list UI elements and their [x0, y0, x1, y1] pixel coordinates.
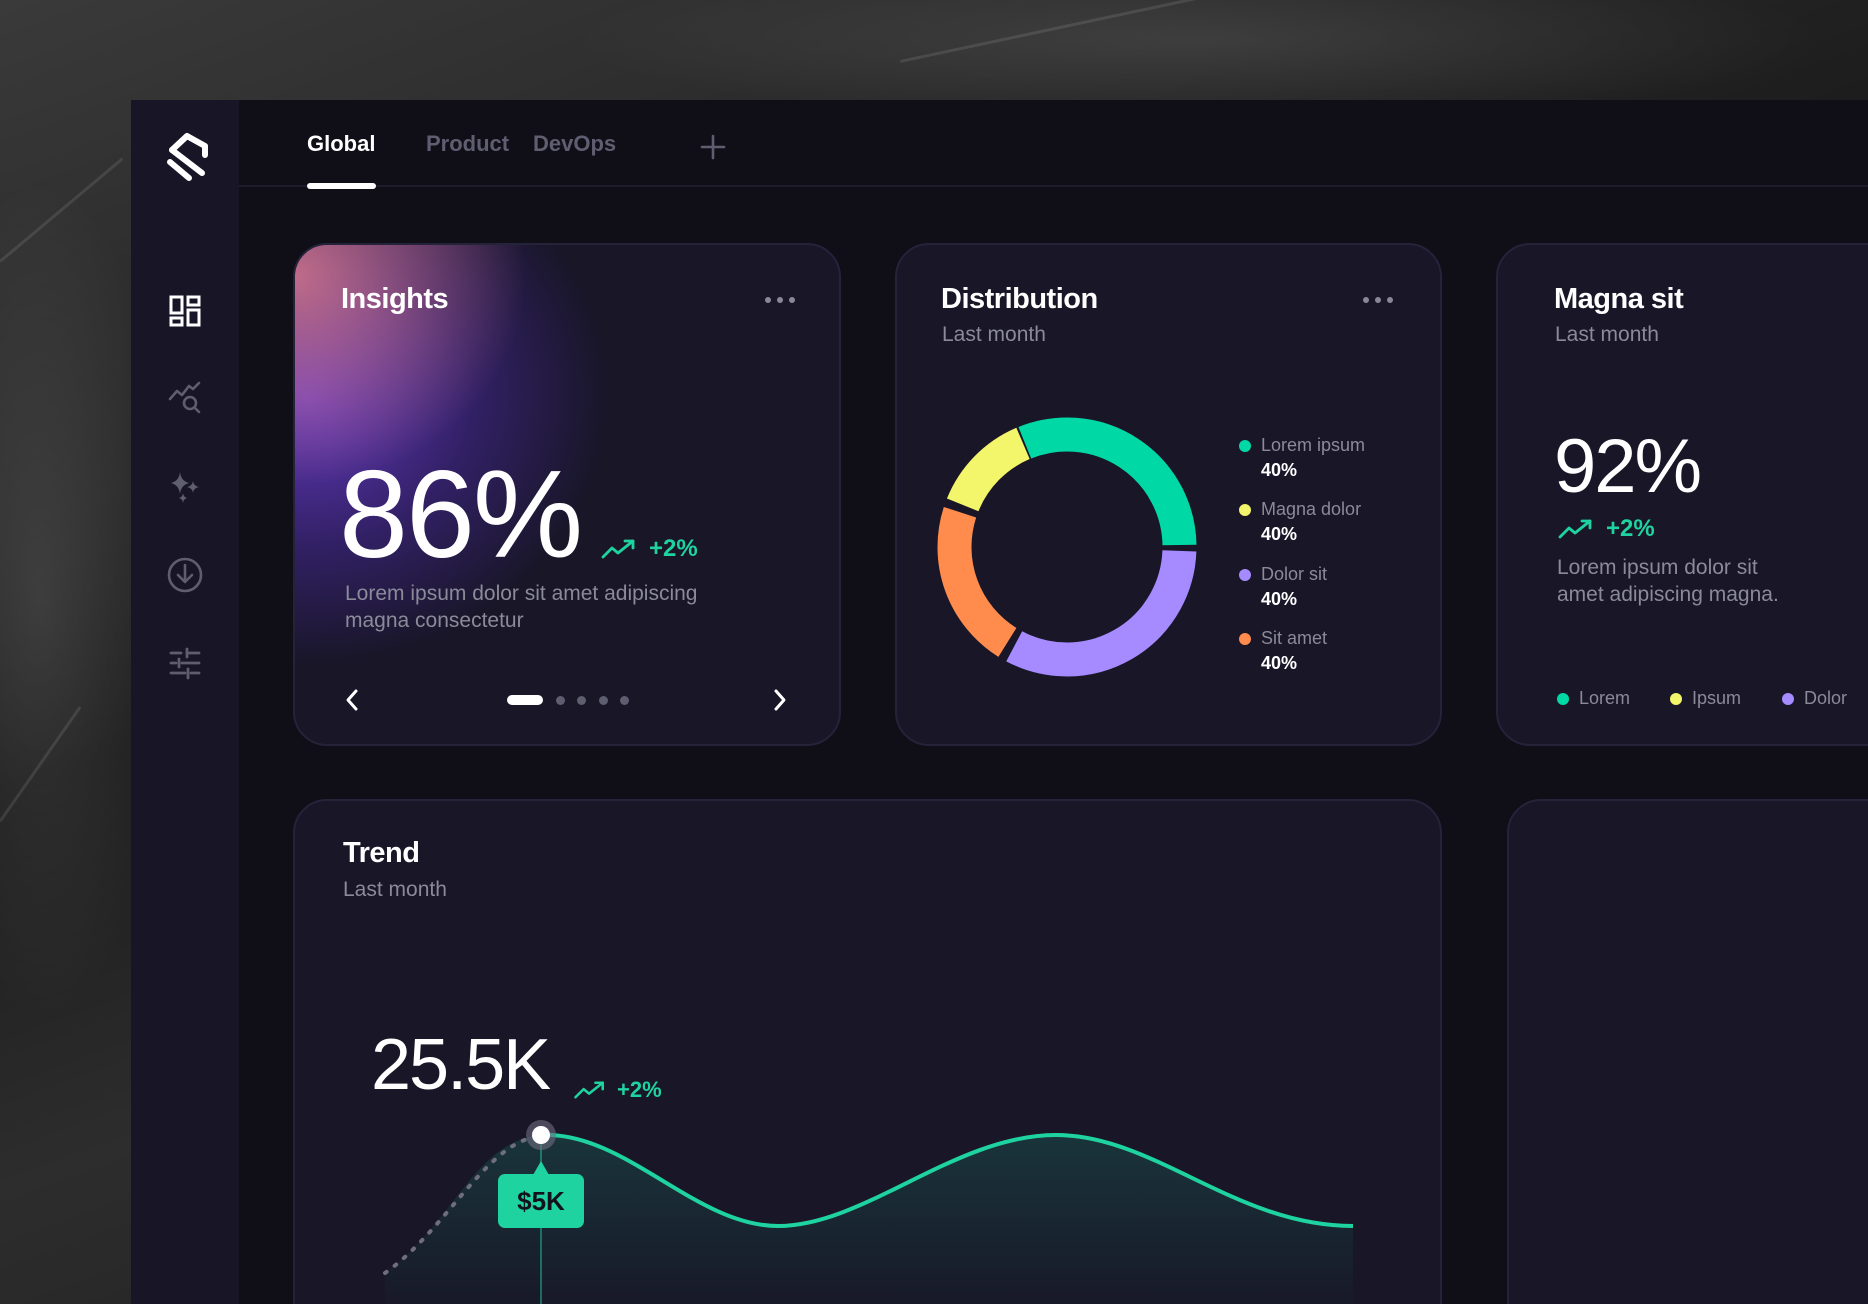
trend-up-icon — [601, 539, 635, 559]
chart-search-icon — [168, 381, 201, 414]
legend-dot — [1670, 692, 1682, 705]
description-line: amet adipiscing magna. — [1557, 583, 1779, 606]
legend-label: Dolor sit — [1261, 564, 1328, 584]
legend-label: Dolor — [1804, 688, 1848, 708]
add-tab-button[interactable] — [698, 132, 728, 162]
sidebar-item-settings[interactable] — [165, 643, 205, 683]
legend-value: 40% — [1261, 460, 1298, 480]
card-subtitle: Last month — [942, 323, 1046, 346]
card-title: Trend — [343, 837, 420, 869]
background-texture — [0, 157, 124, 263]
tab-global[interactable]: Global — [307, 131, 376, 156]
tab-product[interactable]: Product — [426, 131, 510, 156]
magna-sit-card: Magna sit Last month 92% +2% Lorem ipsum… — [1496, 243, 1868, 746]
legend-item: Lorem ipsum — [1239, 435, 1365, 456]
app-window: Global Product DevOps Insights 86% +2% L… — [131, 100, 1868, 1304]
secondary-card — [1507, 799, 1868, 1304]
donut-segment-magna-dolor[interactable] — [946, 427, 1031, 512]
background-texture — [0, 705, 82, 823]
distribution-card: Distribution Last month Lorem ipsum 40% … — [895, 243, 1442, 746]
sidebar — [131, 100, 239, 1304]
tab-devops[interactable]: DevOps — [533, 131, 617, 156]
trend-area-chart — [383, 1120, 1354, 1304]
magna-description: Lorem ipsum dolor sit amet adipiscing ma… — [1557, 554, 1779, 608]
background-texture — [899, 0, 1586, 63]
legend-value: 40% — [1261, 589, 1298, 609]
sidebar-item-dashboard[interactable] — [165, 291, 205, 331]
data-point-marker[interactable] — [532, 1126, 550, 1144]
legend-item: Dolor — [1782, 688, 1847, 709]
magna-delta: +2% — [1558, 515, 1655, 543]
pager-dot[interactable] — [577, 696, 586, 705]
trend-value: 25.5K — [371, 1025, 551, 1105]
legend-label: Sit amet — [1261, 628, 1328, 648]
legend-value: 40% — [1261, 653, 1298, 673]
trend-line — [540, 1132, 1354, 1229]
legend-label: Magna dolor — [1261, 499, 1362, 519]
sliders-icon — [169, 647, 201, 680]
pager-dot[interactable] — [556, 696, 565, 705]
donut-segment-dolor-sit[interactable] — [1006, 549, 1197, 677]
legend-item: Magna dolor — [1239, 499, 1361, 520]
legend-item: Sit amet — [1239, 628, 1327, 649]
tooltip-label: $5K — [517, 1185, 565, 1216]
sparkles-icon — [171, 472, 199, 503]
more-options-button[interactable] — [765, 295, 795, 305]
insights-delta: +2% — [601, 535, 698, 563]
legend-item: Lorem — [1557, 688, 1630, 709]
donut-chart — [937, 417, 1197, 677]
trend-delta: +2% — [573, 1077, 662, 1103]
tab-bar: Global Product DevOps — [239, 100, 1868, 189]
description-line: Lorem ipsum dolor sit amet adipiscing — [345, 582, 698, 605]
card-title: Distribution — [941, 283, 1098, 315]
legend-label: Ipsum — [1692, 688, 1742, 708]
description-line: magna consectetur — [345, 609, 524, 632]
tooltip-box — [498, 1174, 584, 1228]
prev-arrow-icon[interactable] — [343, 688, 361, 712]
delta-text: +2% — [617, 1077, 662, 1102]
legend-item: Dolor sit — [1239, 564, 1327, 585]
sidebar-item-ai[interactable] — [165, 467, 205, 507]
insights-value: 86% — [339, 446, 583, 584]
insights-card: Insights 86% +2% Lorem ipsum dolor sit a… — [293, 243, 841, 746]
donut-segment-sit-amet[interactable] — [937, 506, 1017, 657]
area-fill — [385, 1134, 1353, 1304]
tooltip-pointer — [533, 1161, 549, 1175]
active-tab-indicator — [307, 183, 376, 189]
download-icon — [167, 557, 203, 593]
legend-label: Lorem — [1579, 688, 1631, 708]
pager-dot-active[interactable] — [507, 695, 543, 705]
delta-text: +2% — [1606, 515, 1655, 542]
pager-dot[interactable] — [599, 696, 608, 705]
projection-line — [383, 1135, 537, 1275]
magna-value: 92% — [1554, 424, 1702, 509]
logo-icon[interactable] — [162, 128, 212, 184]
next-arrow-icon[interactable] — [771, 688, 789, 712]
trend-up-icon — [574, 1081, 604, 1099]
sidebar-item-analytics[interactable] — [165, 377, 205, 417]
insights-description: Lorem ipsum dolor sit amet adipiscing ma… — [345, 580, 698, 634]
description-line: Lorem ipsum dolor sit — [1557, 556, 1758, 579]
card-title: Insights — [341, 283, 449, 315]
trend-card: Trend Last month 25.5K +2% — [293, 799, 1442, 1304]
more-options-button[interactable] — [1363, 295, 1393, 305]
grid-icon — [169, 295, 201, 327]
pager-dot[interactable] — [620, 696, 629, 705]
sidebar-item-downloads[interactable] — [165, 555, 205, 595]
legend-item: Ipsum — [1670, 688, 1741, 709]
legend-dot — [1239, 439, 1251, 452]
legend-dot — [1782, 692, 1794, 705]
card-subtitle: Last month — [1555, 323, 1659, 346]
legend-value: 40% — [1261, 524, 1298, 544]
delta-text: +2% — [649, 535, 698, 562]
legend-dot — [1557, 692, 1569, 705]
donut-segment-lorem-ipsum[interactable] — [1018, 417, 1197, 546]
legend-dot — [1239, 503, 1251, 516]
legend-dot — [1239, 568, 1251, 581]
legend-label: Lorem ipsum — [1261, 435, 1366, 455]
legend-dot — [1239, 632, 1251, 645]
card-title: Magna sit — [1554, 283, 1684, 315]
trend-up-icon — [1558, 519, 1592, 539]
card-subtitle: Last month — [343, 878, 447, 901]
